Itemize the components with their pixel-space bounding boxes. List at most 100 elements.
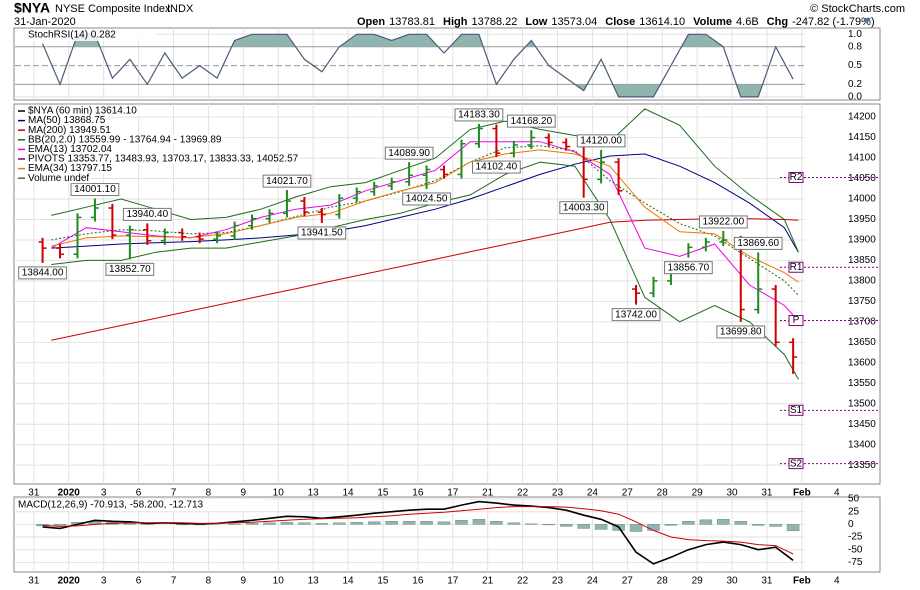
panel-title: StochRSI(14) 0.282 (28, 30, 116, 41)
annotation-label: 14003.30 (563, 202, 605, 213)
panel-frame (13, 103, 881, 485)
histogram-bar (786, 524, 800, 532)
x-tick-label: 22 (517, 576, 529, 587)
y-tick-label: -50 (848, 544, 863, 555)
y-tick-label: 13350 (848, 460, 876, 471)
index-name: NYSE Composite Index (55, 3, 171, 15)
y-tick-label: 13750 (848, 296, 876, 307)
stoch-shade (42, 34, 794, 47)
y-tick-label: 14050 (848, 173, 876, 184)
histogram-bar (123, 523, 137, 525)
annotation-label: 13940.40 (126, 209, 168, 220)
x-tick-label: 21 (482, 488, 494, 499)
x-tick-label: 4 (834, 576, 840, 587)
x-tick-label: 31 (28, 576, 40, 587)
x-tick-label: 7 (171, 576, 177, 587)
y-tick-label: 13450 (848, 419, 876, 430)
y-tick-label: 0.5 (848, 60, 862, 71)
annotation-label: 13941.50 (301, 228, 343, 239)
annotation-box (576, 134, 626, 148)
legend-bg (16, 173, 92, 184)
x-tick-label: 10 (273, 576, 285, 587)
annotation-box (402, 192, 451, 206)
legend-entry: BB(20,2.0) 13559.99 - 13764.94 - 13969.8… (28, 134, 222, 145)
x-tick-label: 29 (692, 488, 704, 499)
x-tick-label: 31 (761, 488, 773, 499)
histogram-bar (263, 522, 276, 525)
annotation-box (122, 207, 172, 221)
histogram-bar (53, 524, 67, 526)
x-tick-label: 27 (622, 488, 634, 499)
y-tick-label: 0.2 (848, 79, 862, 90)
annotation-box (105, 262, 155, 276)
quote-label: Chg (767, 16, 788, 28)
legend-entry: EMA(13) 13702.04 (28, 144, 112, 155)
legend-bg (16, 144, 114, 155)
y-tick-label: 13600 (848, 357, 876, 368)
y-tick-label: 13550 (848, 378, 876, 389)
annotation-label: 14168.20 (510, 116, 552, 127)
x-tick-label: 30 (726, 488, 738, 499)
quote-value: 13573.04 (551, 16, 597, 28)
histogram-bar (769, 524, 782, 527)
histogram-bar (751, 524, 765, 526)
x-tick-label: 2020 (58, 576, 81, 587)
histogram-bar (402, 521, 416, 525)
quote-label: Open (357, 16, 385, 28)
x-tick-label: 8 (206, 488, 212, 499)
histogram-bar (647, 524, 660, 531)
x-tick-label: 3 (101, 488, 107, 499)
histogram-bar (245, 523, 259, 525)
x-tick-label: 22 (517, 488, 529, 499)
annotation-label: 13869.60 (737, 238, 779, 249)
quote-strip: Open 13783.81 High 13788.22 Low 13573.04 Close… (357, 16, 875, 28)
exchange: INDX (167, 3, 194, 15)
menu-arrow[interactable] (863, 18, 871, 24)
pivot-box (788, 458, 804, 470)
x-tick-label: 14 (342, 576, 354, 587)
y-tick-label: 13700 (848, 316, 876, 327)
plot-area (15, 28, 805, 100)
annotation-label: 14102.40 (476, 162, 518, 173)
x-tick-label: 8 (206, 576, 212, 587)
legend-bg (16, 134, 224, 145)
y-tick-label: -25 (848, 532, 863, 543)
legend-bg (16, 115, 108, 126)
legend-bg (16, 154, 301, 164)
legend-entry: Volume undef (28, 173, 89, 184)
annotation-label: 14183.30 (458, 110, 500, 121)
x-tick-label: 17 (447, 488, 459, 499)
pivot-box (788, 315, 804, 327)
x-tick-label: 16 (412, 576, 424, 587)
annotation-box (18, 266, 67, 280)
x-tick-label: 9 (241, 576, 247, 587)
annotation-label: 13844.00 (22, 268, 64, 279)
x-tick-label: Feb (793, 488, 811, 499)
annotation-box (262, 174, 312, 188)
pivot-label: S1 (790, 405, 803, 416)
histogram-bar (559, 524, 573, 527)
y-tick-label: 0 (848, 519, 854, 530)
legend-entry: PIVOTS 13353.77, 13483.93, 13703.17, 138… (28, 154, 299, 165)
pivot-label: P (793, 315, 800, 326)
x-tick-label: 21 (482, 576, 494, 587)
histogram-bar (577, 524, 590, 529)
x-tick-label: 6 (136, 488, 142, 499)
stoch-line (42, 33, 794, 98)
x-tick-label: 6 (136, 576, 142, 587)
y-tick-label: 14000 (848, 194, 876, 205)
stoch-shade (574, 84, 763, 97)
annotation-label: 14001.10 (74, 184, 116, 195)
y-tick-label: 13400 (848, 439, 876, 450)
histogram-bar (542, 524, 556, 526)
annotation-box (506, 114, 556, 128)
legend-entry: MA(50) 13868.75 (28, 115, 106, 126)
histogram-bar (280, 522, 294, 525)
legend-bg (16, 125, 113, 136)
quote-value: 13788.22 (471, 16, 517, 28)
quote-value: -247.82 (-1.79%) (792, 16, 875, 28)
histogram-bar (333, 522, 346, 525)
x-tick-label: 15 (377, 576, 389, 587)
annotation-label: 14120.00 (580, 136, 622, 147)
annotation-box (716, 325, 766, 339)
